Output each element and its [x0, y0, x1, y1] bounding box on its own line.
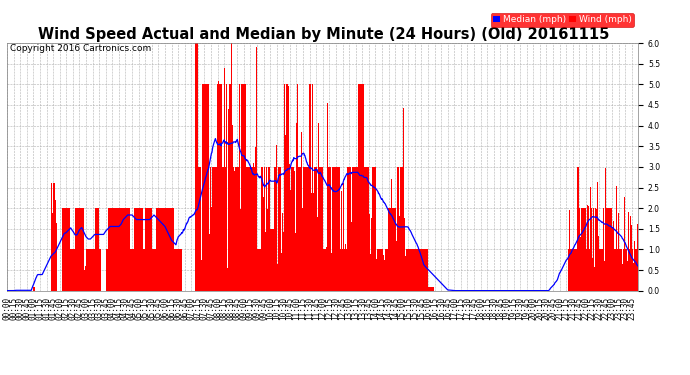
- Text: Copyright 2016 Cartronics.com: Copyright 2016 Cartronics.com: [10, 44, 152, 52]
- Legend: Median (mph), Wind (mph): Median (mph), Wind (mph): [491, 13, 633, 27]
- Text: Wind Speed Actual and Median by Minute (24 Hours) (Old) 20161115: Wind Speed Actual and Median by Minute (…: [39, 27, 610, 42]
